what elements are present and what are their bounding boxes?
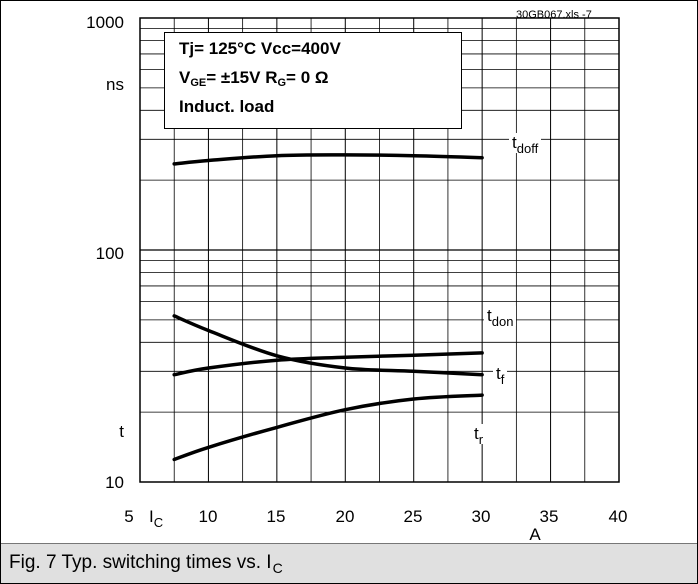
conditions-line-1: Tj= 125°C Vcc=400V [179, 39, 341, 58]
figure-caption: Fig. 7 Typ. switching times vs. IC [9, 552, 283, 576]
series-label-tf: tf [493, 364, 508, 387]
y-tick-label: 100 [95, 244, 124, 263]
x-tick-label: 25 [403, 507, 423, 526]
series-label-tr: tr [471, 424, 487, 447]
x-tick-label: 5 [124, 507, 134, 526]
y-tick-label: 10 [105, 473, 124, 492]
series-line-tr [172, 393, 484, 462]
file-tag: 30GB067.xls -7 [516, 9, 592, 21]
series-line-tdoff [172, 153, 484, 166]
x-tick-label: 20 [335, 507, 355, 526]
rg-subscript: G [277, 77, 287, 89]
y-unit-label: ns [106, 75, 124, 94]
vge-subscript: GE [190, 77, 207, 89]
x-tick-label: 40 [608, 507, 628, 526]
rg-value: = 0 Ω [286, 68, 329, 87]
y-quantity-label: t [119, 422, 124, 441]
x-quantity-label: IC [149, 507, 164, 530]
plot-border [139, 17, 620, 483]
caption-bar: Fig. 7 Typ. switching times vs. IC [1, 543, 697, 583]
conditions-line-3: Induct. load [179, 97, 275, 116]
vge-rg-text: = ±15V R [206, 68, 278, 87]
series-line-tdon [172, 314, 484, 377]
x-tick-label: 35 [539, 507, 559, 526]
series-label-tdoff: tdoff [509, 133, 542, 156]
x-tick-label: 30 [471, 507, 491, 526]
series-line-tf [172, 351, 484, 377]
y-tick-label: 1000 [86, 13, 124, 32]
series-label-tdon: tdon [484, 306, 517, 329]
conditions-line-2: VGE= ±15V RG= 0 Ω [179, 68, 329, 89]
x-unit-label: A [529, 525, 541, 544]
x-tick-label: 10 [198, 507, 218, 526]
x-tick-label: 15 [266, 507, 286, 526]
conditions-box: Tj= 125°C Vcc=400V VGE= ±15V RG= 0 Ω Ind… [164, 32, 462, 129]
vge-symbol: V [179, 68, 191, 87]
